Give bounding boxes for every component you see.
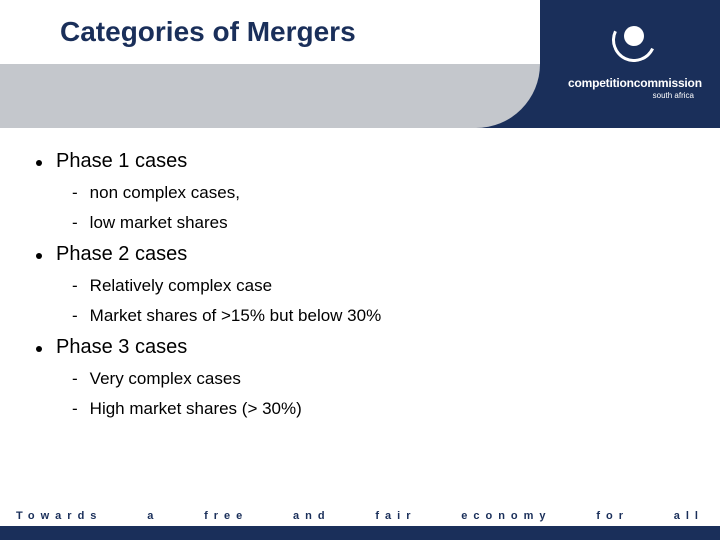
bullet-dot-icon xyxy=(36,253,42,259)
footer-tagline: Towards a free and fair economy for all xyxy=(0,510,720,522)
footer-word: for xyxy=(596,510,629,522)
bullet-phase3: Phase 3 cases xyxy=(30,336,690,359)
bullet-dot-icon xyxy=(36,160,42,166)
dash-icon: - xyxy=(72,183,78,203)
footer-word: economy xyxy=(461,510,551,522)
subbullet: - Relatively complex case xyxy=(72,276,690,296)
subbullet: - Very complex cases xyxy=(72,369,690,389)
subbullet-text: low market shares xyxy=(90,213,228,233)
dash-icon: - xyxy=(72,306,78,326)
logo-text-main: competitioncommission xyxy=(568,76,698,90)
logo-text-sub: south africa xyxy=(568,91,698,100)
subbullet: - High market shares (> 30%) xyxy=(72,399,690,419)
footer-word: all xyxy=(674,510,704,522)
logo: competitioncommission south africa xyxy=(568,12,698,100)
subbullet: - Market shares of >15% but below 30% xyxy=(72,306,690,326)
subbullet-text: Very complex cases xyxy=(90,369,241,389)
bullet-label: Phase 3 cases xyxy=(56,336,187,359)
bullet-label: Phase 1 cases xyxy=(56,150,187,173)
bullet-phase1: Phase 1 cases xyxy=(30,150,690,173)
footer-word: fair xyxy=(375,510,416,522)
title-bar: Categories of Mergers xyxy=(0,0,540,64)
footer-word: free xyxy=(204,510,248,522)
subbullet: - low market shares xyxy=(72,213,690,233)
subbullet-text: non complex cases, xyxy=(90,183,240,203)
bullet-phase2: Phase 2 cases xyxy=(30,243,690,266)
dash-icon: - xyxy=(72,213,78,233)
subbullet: - non complex cases, xyxy=(72,183,690,203)
bullet-dot-icon xyxy=(36,346,42,352)
footer-word: Towards xyxy=(16,510,102,522)
bullet-label: Phase 2 cases xyxy=(56,243,187,266)
dash-icon: - xyxy=(72,369,78,389)
slide-content: Phase 1 cases - non complex cases, - low… xyxy=(0,130,720,429)
subbullet-text: Market shares of >15% but below 30% xyxy=(90,306,382,326)
slide-title: Categories of Mergers xyxy=(60,16,356,48)
subbullet-text: High market shares (> 30%) xyxy=(90,399,302,419)
footer-word: and xyxy=(293,510,331,522)
footer: Towards a free and fair economy for all xyxy=(0,496,720,540)
logo-icon xyxy=(604,12,662,70)
footer-band xyxy=(0,526,720,540)
dash-icon: - xyxy=(72,276,78,296)
footer-word: a xyxy=(147,510,159,522)
header-curve xyxy=(0,64,540,128)
dash-icon: - xyxy=(72,399,78,419)
subbullet-text: Relatively complex case xyxy=(90,276,272,296)
